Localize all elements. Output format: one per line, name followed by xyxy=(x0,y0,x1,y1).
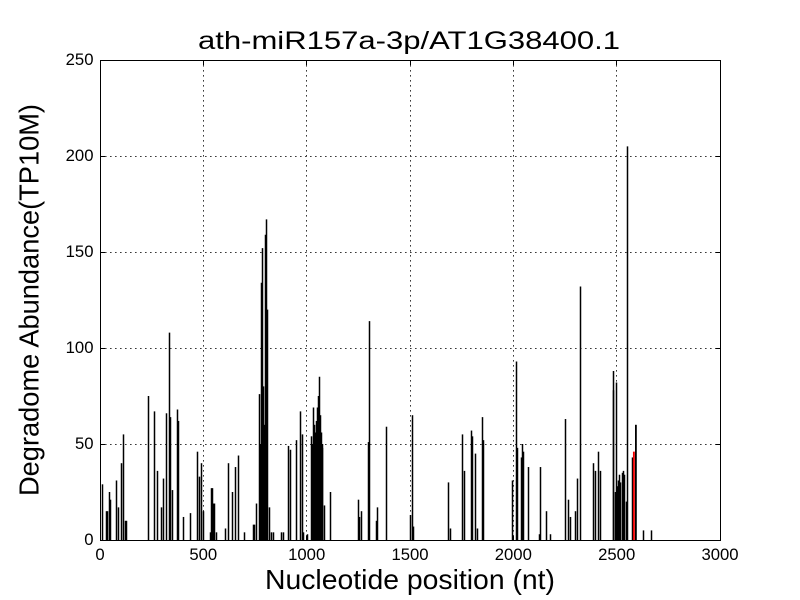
svg-text:1000: 1000 xyxy=(288,545,325,564)
svg-text:500: 500 xyxy=(189,545,217,564)
svg-text:100: 100 xyxy=(66,338,94,357)
svg-text:Degradome Abundance(TP10M): Degradome Abundance(TP10M) xyxy=(14,104,45,496)
svg-text:250: 250 xyxy=(66,50,94,69)
svg-text:ath-miR157a-3p/AT1G38400.1: ath-miR157a-3p/AT1G38400.1 xyxy=(198,27,620,55)
svg-text:50: 50 xyxy=(75,434,94,453)
svg-text:Nucleotide position (nt): Nucleotide position (nt) xyxy=(265,564,555,595)
svg-text:3000: 3000 xyxy=(701,545,738,564)
svg-text:0: 0 xyxy=(95,545,104,564)
svg-text:0: 0 xyxy=(84,530,93,549)
svg-text:1500: 1500 xyxy=(391,545,428,564)
svg-text:2000: 2000 xyxy=(495,545,532,564)
svg-text:150: 150 xyxy=(66,242,94,261)
svg-text:2500: 2500 xyxy=(598,545,635,564)
svg-text:200: 200 xyxy=(66,146,94,165)
